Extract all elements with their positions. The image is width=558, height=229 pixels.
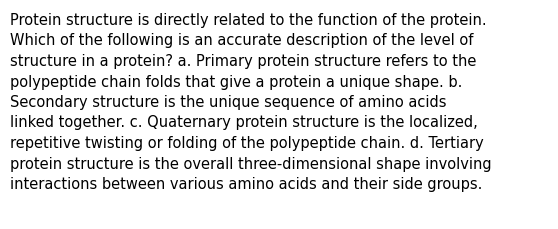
Text: interactions between various amino acids and their side groups.: interactions between various amino acids…: [10, 176, 482, 191]
Text: Protein structure is directly related to the function of the protein.: Protein structure is directly related to…: [10, 13, 487, 28]
Text: structure in a protein? a. Primary protein structure refers to the: structure in a protein? a. Primary prote…: [10, 54, 477, 69]
Text: Which of the following is an accurate description of the level of: Which of the following is an accurate de…: [10, 33, 473, 48]
Text: Secondary structure is the unique sequence of amino acids: Secondary structure is the unique sequen…: [10, 95, 446, 109]
Text: repetitive twisting or folding of the polypeptide chain. d. Tertiary: repetitive twisting or folding of the po…: [10, 135, 484, 150]
Text: protein structure is the overall three-dimensional shape involving: protein structure is the overall three-d…: [10, 156, 492, 171]
Text: polypeptide chain folds that give a protein a unique shape. b.: polypeptide chain folds that give a prot…: [10, 74, 463, 89]
Text: linked together. c. Quaternary protein structure is the localized,: linked together. c. Quaternary protein s…: [10, 115, 478, 130]
